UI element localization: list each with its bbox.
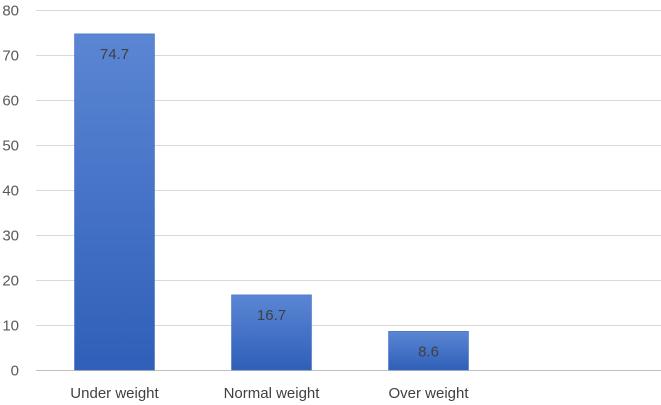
y-tick-label-40: 40 — [2, 183, 19, 200]
y-tick-label-10: 10 — [2, 318, 19, 335]
y-tick-label-70: 70 — [2, 48, 19, 65]
bar-normal-weight — [231, 294, 312, 371]
y-tick-label-0: 0 — [11, 363, 19, 380]
x-axis-category-labels: Under weight Normal weight Over weight — [70, 385, 469, 402]
data-label-over-weight: 8.6 — [418, 343, 439, 360]
y-tick-label-20: 20 — [2, 273, 19, 290]
bars — [74, 33, 469, 371]
data-label-under-weight: 74.7 — [100, 46, 129, 63]
category-label-over-weight: Over weight — [388, 385, 469, 402]
data-label-normal-weight: 16.7 — [257, 307, 286, 324]
category-label-normal-weight: Normal weight — [224, 385, 321, 402]
y-tick-label-30: 30 — [2, 228, 19, 245]
y-axis-tick-labels: 0 10 20 30 40 50 60 70 80 — [2, 3, 19, 380]
category-label-under-weight: Under weight — [70, 385, 159, 402]
data-labels: 74.7 16.7 8.6 — [100, 46, 439, 360]
y-tick-label-60: 60 — [2, 93, 19, 110]
bar-over-weight — [388, 331, 469, 371]
bar-under-weight — [74, 33, 155, 371]
y-tick-label-50: 50 — [2, 138, 19, 155]
y-tick-label-80: 80 — [2, 3, 19, 20]
